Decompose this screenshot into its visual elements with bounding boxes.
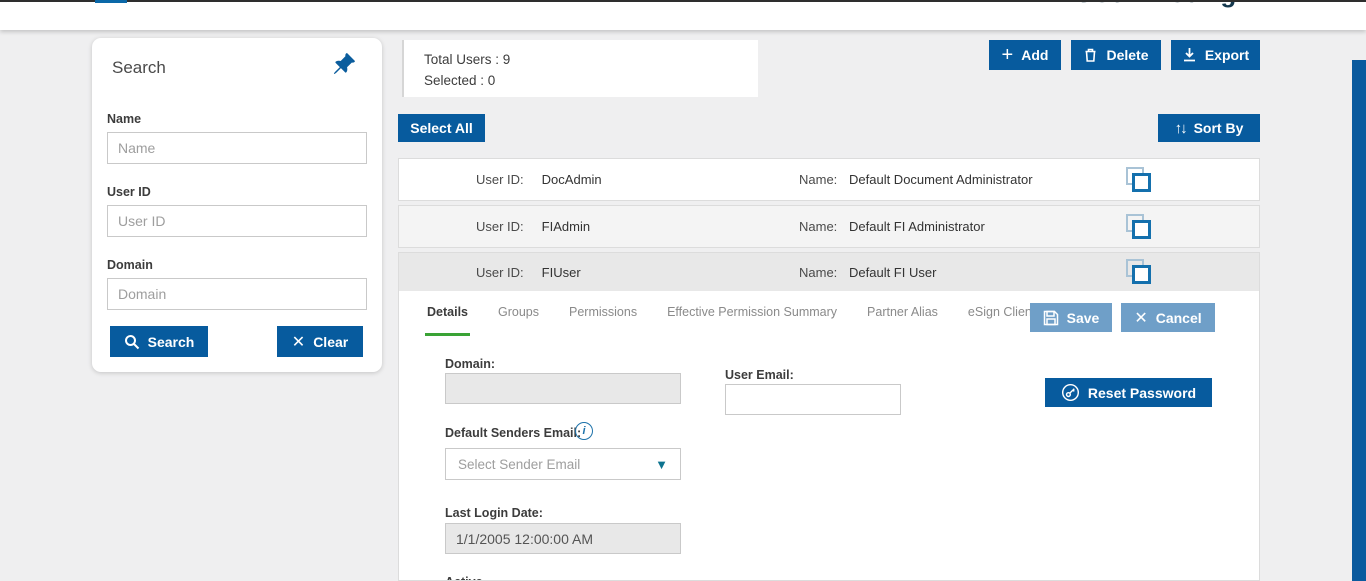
download-icon [1182, 47, 1197, 63]
top-window-edge [0, 0, 1366, 2]
name-label: Name: [799, 219, 838, 234]
close-icon: ✕ [291, 333, 306, 351]
close-icon: ✕ [1134, 309, 1148, 327]
page-title: User Listing [1075, 0, 1295, 10]
user-id-label: User ID: [476, 264, 524, 280]
last-login-date-label: Last Login Date: [445, 506, 543, 520]
vertical-scrollbar[interactable] [1352, 60, 1366, 581]
tab-partner-alias[interactable]: Partner Alias [867, 305, 938, 319]
name-label: Name: [799, 264, 838, 280]
user-email-input[interactable] [725, 384, 901, 415]
user-id-label: User ID: [476, 172, 524, 187]
tab-permissions[interactable]: Permissions [569, 305, 638, 319]
plus-icon: + [1001, 44, 1014, 66]
save-button[interactable]: Save [1030, 303, 1112, 332]
search-panel: Search Name User ID Domain Search ✕ Clea… [92, 38, 382, 372]
name-value: Default FI Administrator [849, 219, 985, 234]
name-value: Default Document Administrator [849, 172, 1033, 187]
search-button[interactable]: Search [110, 326, 208, 357]
delete-button[interactable]: Delete [1071, 40, 1161, 70]
sender-email-dropdown[interactable]: Select Sender Email ▼ [445, 448, 681, 480]
trash-icon [1083, 47, 1098, 63]
info-icon[interactable]: i [575, 422, 593, 440]
tab-esign-client[interactable]: eSign Client [967, 305, 1036, 319]
search-panel-title: Search [112, 58, 166, 77]
copy-user-icon[interactable] [1126, 259, 1153, 286]
user-email-label: User Email: [725, 368, 794, 382]
summary-card: Total Users : 9 Selected : 0 [402, 40, 758, 97]
name-value: Default FI User [849, 264, 937, 280]
domain-detail-label: Domain: [445, 357, 495, 371]
sender-email-dropdown-value: Select Sender Email [458, 456, 581, 472]
user-row-fiuser-selected[interactable]: User ID: FIUser Name: Default FI User [398, 252, 1260, 291]
user-row-fiadmin[interactable]: User ID: FIAdmin Name: Default FI Admini… [398, 205, 1260, 248]
domain-input[interactable] [107, 278, 367, 310]
user-details-panel: Details Groups Permissions Effective Per… [398, 291, 1260, 581]
domain-detail-input [445, 373, 681, 404]
top-header-bar: User Listing [0, 0, 1366, 30]
user-id-field-label: User ID [107, 185, 151, 199]
cancel-button[interactable]: ✕ Cancel [1121, 303, 1215, 332]
tab-details[interactable]: Details [425, 301, 470, 336]
key-reset-icon [1061, 383, 1080, 402]
add-button[interactable]: + Add [989, 40, 1061, 70]
chevron-down-icon: ▼ [655, 456, 668, 472]
copy-user-icon[interactable] [1126, 214, 1153, 241]
select-all-button[interactable]: Select All [398, 114, 485, 142]
save-icon [1043, 310, 1059, 326]
clear-button[interactable]: ✕ Clear [277, 326, 363, 357]
name-field-label: Name [107, 112, 142, 126]
selected-count: Selected : 0 [424, 73, 496, 88]
sort-by-button[interactable]: ↑↓ Sort By [1158, 114, 1260, 142]
pin-icon[interactable] [332, 52, 356, 76]
copy-user-icon[interactable] [1126, 167, 1153, 194]
user-row-docadmin[interactable]: User ID: DocAdmin Name: Default Document… [398, 158, 1260, 201]
user-id-value: FIAdmin [541, 219, 591, 234]
name-label: Name: [799, 172, 838, 187]
active-nav-indicator [95, 0, 127, 3]
tab-groups[interactable]: Groups [498, 305, 539, 319]
user-id-value: FIUser [541, 264, 581, 280]
total-users-count: Total Users : 9 [424, 52, 511, 67]
search-icon [124, 334, 140, 350]
user-id-value: DocAdmin [541, 172, 602, 187]
export-button[interactable]: Export [1171, 40, 1260, 70]
user-id-label: User ID: [476, 219, 524, 234]
last-login-date-input [445, 523, 681, 554]
user-id-input[interactable] [107, 205, 367, 237]
tab-effective-permission-summary[interactable]: Effective Permission Summary [667, 305, 838, 319]
domain-field-label: Domain [107, 258, 153, 272]
default-senders-email-label: Default Senders Email: [445, 426, 582, 440]
reset-password-button[interactable]: Reset Password [1045, 378, 1212, 407]
sort-arrows-icon: ↑↓ [1174, 119, 1188, 137]
active-label: Active [445, 575, 483, 580]
details-tabs: Details Groups Permissions Effective Per… [425, 301, 1037, 336]
name-input[interactable] [107, 132, 367, 164]
